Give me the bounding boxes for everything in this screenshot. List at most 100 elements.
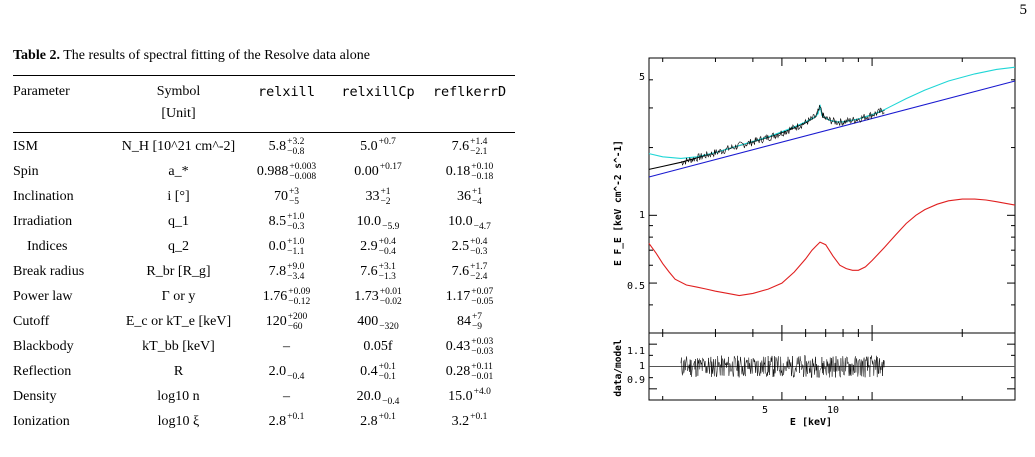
table-top-rule — [13, 75, 515, 76]
series-line-red — [648, 198, 1016, 297]
param-label: Density — [13, 388, 57, 404]
x-axis-label: E [keV] — [790, 417, 832, 428]
param-cell: Indices — [13, 234, 116, 259]
value-cell: 7.6 +3.1 −1.3 — [332, 259, 424, 284]
param-cell: Ionization — [13, 409, 116, 434]
upper-error: +3.2 — [287, 136, 305, 147]
symbol-cell: Γ or y — [116, 284, 241, 309]
upper-error: +0.03 — [471, 336, 494, 347]
value: 0.4 — [360, 363, 378, 379]
y-tick-label-bottom: 1.1 — [627, 346, 645, 357]
lower-error: −0.03 — [471, 346, 494, 357]
y-tick-label-bottom: 1 — [639, 361, 645, 372]
symbol-cell: a_* — [116, 159, 241, 184]
value: 3.2 — [451, 413, 470, 429]
value: – — [283, 388, 290, 404]
symbol-cell: q_2 — [116, 234, 241, 259]
table-row: ISM N_H [10^21 cm^-2] 5.8 +3.2 −0.8 5.0 +0.7 7.… — [13, 134, 515, 159]
results-table: Parameter Symbol relxill relxillCp reflk… — [13, 80, 515, 434]
value: 400 — [357, 313, 379, 329]
upper-error: +0.4 — [378, 236, 396, 247]
param-cell: Inclination — [13, 184, 116, 209]
value: 7.6 — [360, 263, 378, 279]
lower-error: −0.8 — [287, 146, 305, 157]
value: 36 — [456, 188, 471, 204]
spectrum-frame — [648, 57, 1016, 334]
upper-error: +200 — [287, 311, 308, 322]
param-label: Reflection — [13, 363, 72, 379]
symbol-cell: i [°] — [116, 184, 241, 209]
page-number: 5 — [1019, 2, 1028, 18]
value: 2.5 — [451, 238, 470, 254]
value: 0.988 — [256, 163, 289, 179]
lower-error: −3.4 — [287, 271, 305, 282]
value: 120 — [265, 313, 287, 329]
upper-error — [382, 212, 399, 222]
table-caption-label: Table 2. — [13, 48, 60, 63]
value: 2.8 — [360, 413, 378, 429]
value-cell: 15.0 +4.0 — [424, 384, 515, 409]
value-cell: 84 +7 −9 — [424, 309, 515, 334]
upper-error — [287, 362, 304, 372]
value: 7.8 — [268, 263, 287, 279]
value: 33 — [365, 188, 380, 204]
value-cell: 1.73 +0.01 −0.02 — [332, 284, 424, 309]
value: 5.8 — [268, 138, 287, 154]
upper-error: +0.7 — [378, 136, 396, 147]
lower-error — [470, 422, 487, 432]
upper-error: +0.01 — [379, 286, 402, 297]
value-cell: 120 +200 −60 — [241, 309, 332, 334]
value: 0.05f — [363, 338, 393, 354]
lower-error: −0.4 — [287, 371, 305, 382]
lower-error: −0.12 — [288, 296, 311, 307]
header-relxillcp: relxillCp — [341, 84, 415, 100]
param-cell: ISM — [13, 134, 116, 159]
param-cell: Power law — [13, 284, 116, 309]
value: 0.0 — [268, 238, 287, 254]
value-cell: 1.76 +0.09 −0.12 — [241, 284, 332, 309]
value-cell: – — [241, 334, 332, 359]
table-row: Blackbody kT_bb [keV] – 0.05f 0.43 +0.03 −0.03 — [13, 334, 515, 359]
symbol-label: kT_bb [keV] — [142, 338, 215, 354]
table-row: Break radius R_br [R_g] 7.8 +9.0 −3.4 7.6 +3.1… — [13, 259, 515, 284]
table-body: ISM N_H [10^21 cm^-2] 5.8 +3.2 −0.8 5.0 +0.7 7.… — [13, 134, 515, 434]
lower-error: −5.9 — [382, 221, 400, 232]
value: 2.9 — [360, 238, 378, 254]
value-cell: 0.05f — [332, 334, 424, 359]
value-cell: 2.5 +0.4 −0.3 — [424, 234, 515, 259]
lower-error: −9 — [471, 321, 483, 332]
symbol-label: R_br [R_g] — [146, 263, 211, 279]
symbol-cell: N_H [10^21 cm^-2] — [116, 134, 241, 159]
value-cell: 400 −320 — [332, 309, 424, 334]
param-label: ISM — [13, 138, 38, 154]
table-caption-text: The results of spectral fitting of the R… — [63, 48, 370, 63]
symbol-label: log10 n — [157, 388, 200, 404]
value: 7.6 — [451, 263, 470, 279]
param-cell: Density — [13, 384, 116, 409]
upper-error: +0.003 — [289, 161, 317, 172]
lower-error: −4.7 — [473, 221, 491, 232]
header-relxill: relxill — [258, 84, 315, 100]
upper-error: +3 — [288, 186, 300, 197]
header-parameter: Parameter — [13, 84, 70, 99]
symbol-cell: log10 ξ — [116, 409, 241, 434]
spectrum-figure: 5 1 0.5 1.1 1 0.9 5 10 E [keV] E F_E [ke… — [613, 57, 1016, 428]
value: 7.6 — [451, 138, 470, 154]
lower-error: −2 — [380, 196, 391, 207]
table-unit-row: [Unit] — [13, 104, 515, 134]
value-cell: 2.8 +0.1 — [241, 409, 332, 434]
y-axis-label-top: E F_E [keV cm^-2 s^-1] — [613, 140, 624, 266]
lower-error: −0.4 — [378, 246, 396, 257]
y-axis-label-bottom: data/model — [613, 339, 624, 396]
upper-error: +0.10 — [471, 161, 494, 172]
value-cell: 3.2 +0.1 — [424, 409, 515, 434]
symbol-label: E_c or kT_e [keV] — [125, 313, 232, 329]
value: 0.28 — [445, 363, 471, 379]
lower-error: −4 — [471, 196, 483, 207]
lower-error: −0.02 — [379, 296, 402, 307]
param-cell: Cutoff — [13, 309, 116, 334]
param-cell: Irradiation — [13, 209, 116, 234]
upper-error: +0.11 — [471, 361, 493, 372]
lower-error: −1.1 — [287, 246, 305, 257]
value-cell: 0.00 +0.17 — [332, 159, 424, 184]
